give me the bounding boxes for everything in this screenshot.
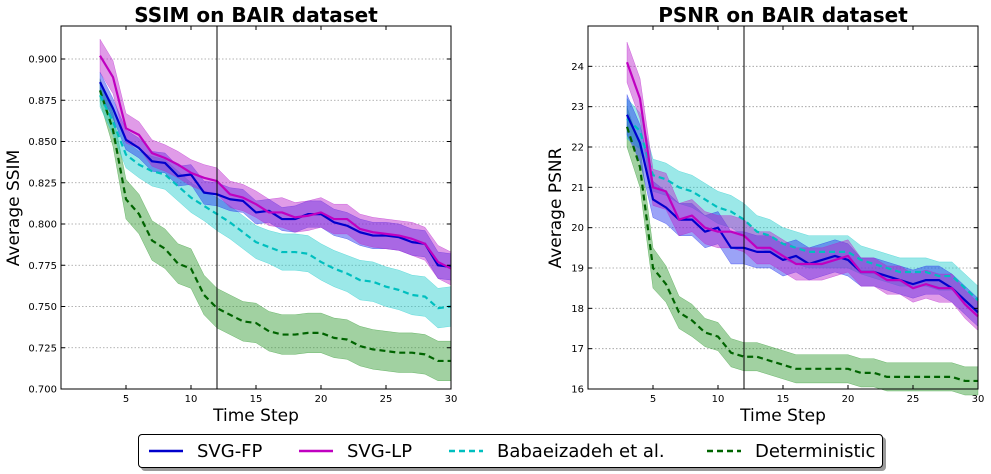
legend-swatch-deterministic [707, 449, 741, 453]
psnr-x-tick-label: 20 [842, 394, 855, 405]
psnr-x-tick-label: 25 [907, 394, 920, 405]
ssim-y-tick-label: 0.700 [28, 385, 57, 396]
ssim-x-tick-label: 30 [445, 394, 458, 405]
ssim-y-axis-label: Average SSIM [4, 150, 24, 266]
legend: SVG-FP SVG-LP Babaeizadeh et al. Determi… [138, 434, 883, 468]
psnr-x-axis-label: Time Step [739, 406, 826, 426]
ssim-x-tick-label: 10 [185, 394, 198, 405]
ssim-x-axis-label: Time Step [212, 406, 299, 426]
legend-label-svg-lp: SVG-LP [347, 440, 413, 462]
psnr-band-deterministic [626, 106, 979, 396]
ssim-y-tick-label: 0.725 [28, 343, 57, 354]
legend-item-babaeizadeh: Babaeizadeh et al. [449, 435, 665, 467]
ssim-x-tick-label: 25 [380, 394, 393, 405]
psnr-y-tick-label: 20 [571, 223, 584, 234]
psnr-y-tick-label: 16 [571, 385, 584, 396]
ssim-line-svg-fp [99, 81, 452, 268]
ssim-x-tick-label: 15 [250, 394, 263, 405]
legend-swatch-babaeizadeh [449, 449, 483, 453]
legend-swatch-svg-fp [149, 449, 183, 453]
legend-swatch-svg-lp [299, 449, 333, 453]
psnr-y-axis-label: Average PSNR [546, 147, 566, 268]
psnr-line-svg-lp [625, 61, 979, 318]
ssim-x-tick-label: 5 [123, 394, 129, 405]
psnr-x-tick-label: 10 [712, 394, 725, 405]
psnr-line-babaeizadeh-et-al [626, 117, 979, 302]
psnr-line-svg-fp [626, 114, 979, 314]
legend-item-svg-lp: SVG-LP [299, 435, 412, 467]
psnr-x-tick-label: 5 [650, 394, 656, 405]
psnr-y-tick-label: 21 [571, 183, 584, 194]
ssim-line-babaeizadeh-et-al [99, 94, 452, 310]
ssim-chart: SSIM on BAIR dataset Time Step Average S… [4, 3, 457, 426]
psnr-chart-title: PSNR on BAIR dataset [658, 3, 908, 27]
ssim-y-tick-label: 0.750 [28, 302, 57, 313]
psnr-y-tick-label: 22 [571, 143, 584, 154]
psnr-y-tick-label: 18 [571, 304, 584, 315]
legend-label-deterministic: Deterministic [755, 440, 876, 462]
psnr-y-tick-label: 19 [571, 264, 584, 275]
ssim-y-tick-label: 0.875 [28, 96, 57, 107]
ssim-x-tick-label: 20 [315, 394, 328, 405]
psnr-y-tick-label: 23 [571, 102, 584, 113]
legend-label-babaeizadeh: Babaeizadeh et al. [497, 440, 665, 462]
ssim-y-tick-label: 0.825 [28, 178, 57, 189]
psnr-y-tick-label: 24 [571, 62, 584, 73]
psnr-y-tick-label: 17 [571, 344, 584, 355]
psnr-line-deterministic [625, 126, 978, 383]
psnr-x-tick-label: 15 [777, 394, 790, 405]
legend-item-svg-fp: SVG-FP [149, 435, 262, 467]
ssim-line-svg-lp [99, 55, 452, 270]
legend-item-deterministic: Deterministic [707, 435, 875, 467]
psnr-x-tick-label: 30 [972, 394, 985, 405]
psnr-chart: PSNR on BAIR dataset Time Step Average P… [546, 3, 984, 426]
legend-label-svg-fp: SVG-FP [197, 440, 263, 462]
ssim-chart-title: SSIM on BAIR dataset [134, 3, 378, 27]
ssim-y-tick-label: 0.800 [28, 220, 57, 231]
ssim-y-tick-label: 0.900 [28, 55, 57, 66]
ssim-y-tick-label: 0.775 [28, 261, 57, 272]
ssim-y-tick-label: 0.850 [28, 137, 57, 148]
ssim-line-deterministic [98, 90, 451, 363]
